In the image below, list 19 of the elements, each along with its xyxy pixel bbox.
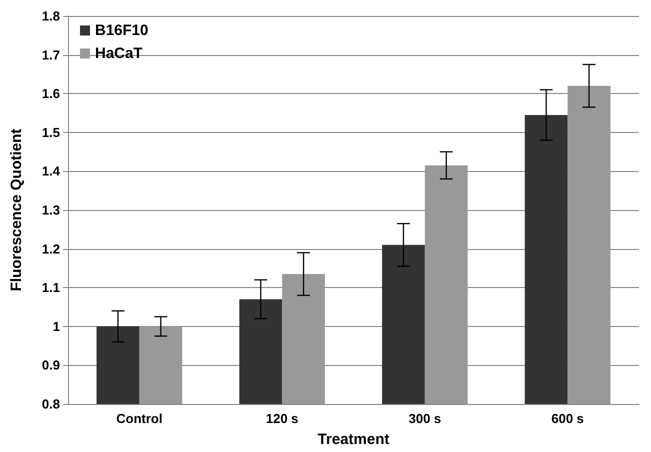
x-axis-title: Treatment	[318, 431, 390, 448]
y-tick-label: 1.1	[42, 280, 60, 296]
y-tick-label: 1.2	[42, 241, 60, 256]
y-tick-label: 1.3	[42, 202, 60, 218]
y-tick-label: 1.7	[42, 47, 60, 62]
x-tick-label: Control	[116, 411, 162, 426]
x-tick-label: 300 s	[408, 411, 442, 426]
y-tick-label: 0.9	[42, 358, 60, 373]
y-tick-label: 1.4	[42, 164, 61, 179]
x-tick-label: 120 s	[266, 411, 298, 426]
y-tick-label: 1.5	[42, 124, 60, 140]
legend-label: B16F10	[95, 22, 148, 39]
y-tick-label: 0.8	[42, 396, 60, 412]
x-tick-label: 600 s	[551, 411, 584, 426]
y-axis-title: Fluorescence Quotient	[8, 128, 25, 292]
y-tick-label: 1.8	[42, 8, 60, 24]
legend-label: HaCaT	[95, 45, 143, 62]
y-tick-label: 1	[52, 318, 60, 334]
y-tick-label: 1.6	[42, 86, 60, 102]
